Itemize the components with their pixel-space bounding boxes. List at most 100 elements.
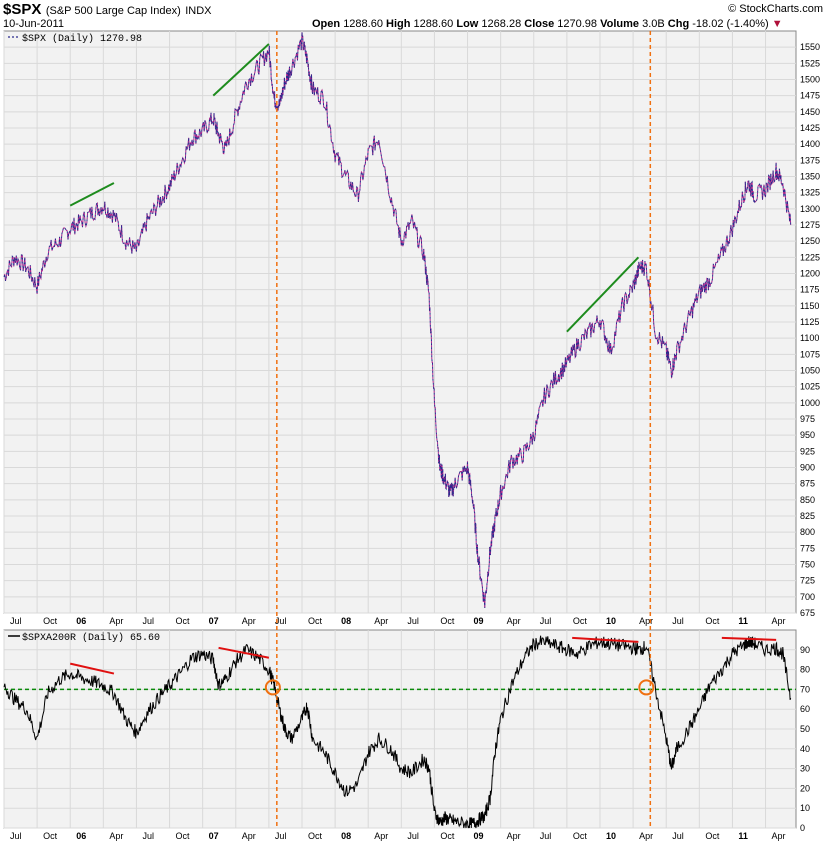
breadth-y-tick-label: 50 [800, 724, 810, 734]
price-x-tick-label: 09 [474, 616, 484, 626]
price-y-tick-label: 1200 [800, 269, 820, 279]
breadth-y-tick-label: 40 [800, 744, 810, 754]
price-y-tick-label: 1000 [800, 398, 820, 408]
price-x-tick-label: Jul [275, 616, 287, 626]
price-y-tick-label: 1175 [800, 285, 819, 295]
breadth-x-tick-label: Oct [705, 831, 720, 841]
breadth-x-tick-label: Oct [440, 831, 455, 841]
breadth-y-tick-label: 20 [800, 783, 810, 793]
breadth-x-tick-label: Apr [507, 831, 521, 841]
chart-exchange: INDX [185, 5, 212, 17]
price-x-tick-label: Jul [540, 616, 552, 626]
price-y-tick-label: 850 [800, 495, 815, 505]
price-x-tick-label: Oct [440, 616, 455, 626]
breadth-x-tick-label: 08 [341, 831, 351, 841]
breadth-x-tick-label: 09 [474, 831, 484, 841]
price-x-tick-label: Oct [705, 616, 720, 626]
breadth-x-tick-label: Jul [672, 831, 684, 841]
price-y-tick-label: 1125 [800, 317, 819, 327]
breadth-x-tick-label: Apr [374, 831, 388, 841]
chg-value: -18.02 (-1.40%) [692, 18, 769, 30]
breadth-trendline [572, 636, 639, 643]
volume-value: 3.0B [642, 18, 665, 30]
price-x-tick-label: Apr [639, 616, 653, 626]
price-x-tick-label: Apr [374, 616, 388, 626]
chart-date: 10-Jun-2011 [3, 18, 64, 30]
breadth-x-tick-label: Apr [109, 831, 123, 841]
breadth-x-tick-label: Jul [10, 831, 22, 841]
breadth-x-tick-label: 10 [606, 831, 616, 841]
breadth-trendline [218, 646, 270, 659]
price-y-tick-label: 1400 [800, 139, 820, 149]
price-x-tick-label: Jul [672, 616, 684, 626]
price-x-tick-label: Jul [142, 616, 154, 626]
price-y-tick-label: 1300 [800, 204, 820, 214]
chart-description: (S&P 500 Large Cap Index) [45, 5, 181, 17]
chg-label: Chg [667, 18, 690, 30]
breadth-x-tick-label: Jul [407, 831, 419, 841]
breadth-x-tick-label: Apr [242, 831, 256, 841]
breadth-x-tick-label: Oct [176, 831, 191, 841]
price-x-tick-label: 07 [209, 616, 219, 626]
price-x-tick-label: Jul [10, 616, 22, 626]
breadth-x-tick-label: Jul [540, 831, 552, 841]
price-y-tick-label: 750 [800, 560, 815, 570]
breadth-y-tick-label: 80 [800, 665, 810, 675]
price-series-line [3, 32, 792, 609]
breadth-y-tick-label: 30 [800, 764, 810, 774]
breadth-x-tick-label: 07 [209, 831, 219, 841]
volume-label: Volume [600, 18, 640, 30]
breadth-legend-label: $SPXA200R (Daily) 65.60 [22, 632, 160, 644]
breadth-y-tick-label: 70 [800, 684, 810, 694]
price-x-tick-label: Apr [507, 616, 521, 626]
breadth-x-tick-label: Apr [772, 831, 786, 841]
breadth-x-tick-label: 06 [76, 831, 86, 841]
price-y-tick-label: 825 [800, 511, 815, 521]
quote-bar: Open 1288.60 High 1288.60 Low 1268.28 Cl… [312, 18, 783, 30]
price-y-tick-label: 1150 [800, 301, 819, 311]
close-value: 1270.98 [557, 18, 598, 30]
open-value: 1288.60 [343, 18, 383, 30]
breadth-y-tick-label: 90 [800, 645, 810, 655]
high-value: 1288.60 [413, 18, 454, 30]
price-x-tick-label: Oct [308, 616, 323, 626]
breadth-x-tick-label: Jul [142, 831, 154, 841]
breadth-x-tick-label: Oct [573, 831, 588, 841]
price-x-tick-label: Oct [573, 616, 588, 626]
breadth-y-tick-label: 60 [800, 704, 810, 714]
price-y-tick-label: 1075 [800, 349, 820, 359]
price-y-tick-label: 875 [800, 479, 815, 489]
price-y-tick-label: 1375 [800, 155, 820, 165]
open-label: Open [312, 18, 341, 30]
breadth-trendline [721, 636, 777, 641]
breadth-x-tick-label: Oct [43, 831, 58, 841]
price-x-tick-label: 10 [606, 616, 616, 626]
price-y-tick-label: 975 [800, 414, 815, 424]
price-x-tick-label: Apr [772, 616, 786, 626]
high-label: High [386, 18, 411, 30]
price-y-tick-label: 925 [800, 446, 815, 456]
breakdown-circle [638, 679, 655, 696]
breadth-y-tick-label: 0 [800, 823, 805, 833]
price-x-tick-label: Apr [242, 616, 256, 626]
price-x-tick-label: Apr [109, 616, 123, 626]
price-y-tick-label: 775 [800, 543, 815, 553]
price-y-tick-label: 1525 [800, 58, 820, 68]
breadth-x-tick-label: Apr [639, 831, 653, 841]
low-value: 1268.28 [481, 18, 522, 30]
breadth-trendline [69, 662, 115, 675]
close-label: Close [524, 18, 555, 30]
price-trendline [566, 256, 640, 333]
price-legend-label: $SPX (Daily) 1270.98 [22, 33, 142, 45]
price-y-tick-label: 1050 [800, 366, 820, 376]
price-y-tick-label: 675 [800, 608, 815, 618]
price-x-tick-label: 08 [341, 616, 351, 626]
breadth-series-line [3, 635, 792, 829]
price-y-tick-label: 725 [800, 576, 815, 586]
price-y-tick-label: 800 [800, 527, 815, 537]
price-y-tick-label: 1275 [800, 220, 820, 230]
price-y-tick-label: 1025 [800, 382, 820, 392]
down-arrow-icon: ▼ [771, 18, 783, 30]
price-y-tick-label: 1100 [800, 333, 819, 343]
